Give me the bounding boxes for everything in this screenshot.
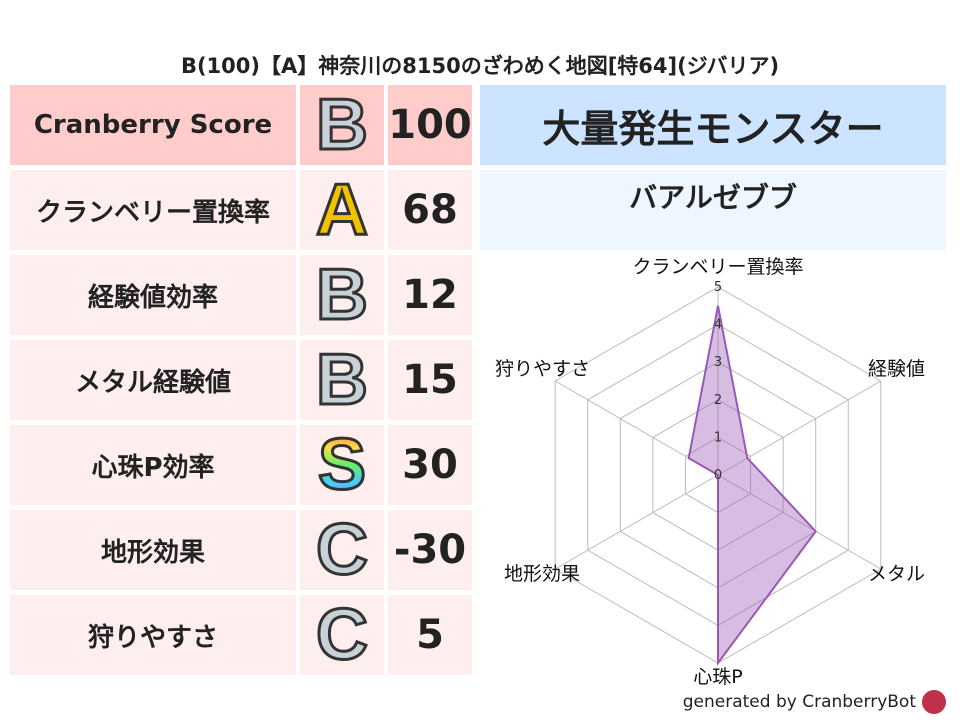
grade-badge: S (316, 425, 367, 505)
grade-badge: C (315, 510, 370, 590)
score-row: 経験値効率 B 12 (10, 255, 472, 335)
row-label: 経験値効率 (10, 255, 296, 335)
axis-label: 狩りやすさ (495, 358, 590, 380)
tick-label: 4 (714, 318, 722, 333)
footer-credit: generated by CranberryBot (682, 692, 916, 712)
score-row: Cranberry Score B 100 (10, 85, 472, 165)
axis-label: 経験値 (868, 358, 925, 380)
grid-spoke (554, 474, 719, 570)
axis-label: 地形効果 (504, 563, 580, 585)
row-label: 地形効果 (10, 510, 296, 590)
row-label: 心珠P効率 (10, 425, 296, 505)
axis-label: メタル (868, 563, 925, 585)
tick-label: 1 (714, 430, 722, 445)
row-label: 狩りやすさ (10, 595, 296, 675)
row-label: Cranberry Score (10, 85, 296, 165)
row-label: メタル経験値 (10, 340, 296, 420)
tick-label: 5 (714, 280, 722, 295)
row-value: 5 (388, 595, 472, 675)
row-value: 12 (388, 255, 472, 335)
score-row: 狩りやすさ C 5 (10, 595, 472, 675)
score-row: 心珠P効率 S 30 (10, 425, 472, 505)
grid-spoke (717, 474, 882, 570)
score-row: 地形効果 C -30 (10, 510, 472, 590)
row-label: クランベリー置換率 (10, 170, 296, 250)
score-row: クランベリー置換率 A 68 (10, 170, 472, 250)
grade-badge: C (315, 595, 370, 675)
grade-badge: B (315, 255, 370, 335)
axis-label: 心珠P (693, 666, 742, 688)
row-value: 15 (388, 340, 472, 420)
score-row: メタル経験値 B 15 (10, 340, 472, 420)
data-area (687, 305, 817, 667)
grade-badge: B (315, 85, 370, 165)
tick-label: 3 (714, 355, 722, 370)
tick-label: 2 (714, 393, 722, 408)
monster-header: 大量発生モンスター (480, 85, 946, 165)
grid-spoke (717, 380, 882, 476)
cranberry-bot-logo (922, 690, 946, 714)
row-value: -30 (388, 510, 472, 590)
axis-label: クランベリー置換率 (632, 256, 803, 278)
page-title: B(100)【A】神奈川の8150のざわめく地図[特64](ジバリア) (180, 54, 780, 78)
grade-badge: B (315, 340, 370, 420)
row-value: 100 (388, 85, 472, 165)
row-value: 30 (388, 425, 472, 505)
grade-badge: A (315, 170, 370, 250)
row-value: 68 (388, 170, 472, 250)
tick-label: 0 (714, 468, 722, 483)
monster-name: バアルゼブブ (480, 170, 946, 250)
